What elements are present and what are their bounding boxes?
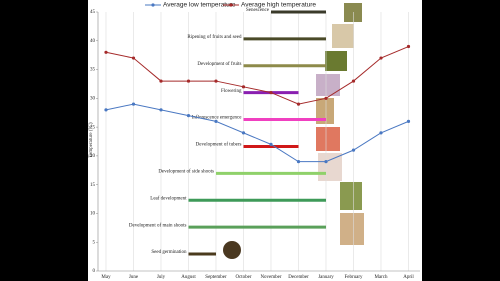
point	[131, 56, 136, 60]
stage-label: Senescence	[246, 8, 270, 13]
point	[159, 108, 163, 112]
x-tick-label: July	[157, 275, 166, 280]
point	[269, 90, 273, 95]
point	[324, 160, 328, 164]
point	[269, 142, 273, 146]
series-line	[105, 46, 409, 105]
y-tick-label: 20	[90, 154, 96, 159]
point	[241, 131, 246, 135]
x-tick-label: October	[235, 275, 251, 280]
point	[104, 108, 108, 112]
y-tick-label: 10	[90, 212, 96, 217]
y-tick-label: 0	[93, 269, 96, 274]
point	[324, 96, 328, 100]
point	[241, 85, 246, 89]
photo	[318, 153, 342, 181]
photo	[316, 98, 334, 124]
photo	[316, 74, 340, 96]
photo	[332, 24, 354, 48]
y-tick-label: 35	[90, 68, 96, 73]
x-tick-label: March	[374, 275, 388, 280]
point	[159, 79, 163, 83]
y-axis-label: Temperature (°C)	[89, 122, 94, 157]
stage-label: Inflorescence emergence	[192, 116, 243, 121]
stage-label: Development of tubers	[196, 143, 242, 148]
stage-label: Flowering	[221, 89, 242, 94]
point	[379, 56, 383, 60]
point	[296, 102, 301, 106]
stage-label: Seed germination	[151, 250, 187, 255]
photo	[316, 127, 340, 151]
y-tick-label: 15	[90, 183, 96, 188]
y-tick-label: 25	[90, 125, 96, 130]
point	[186, 114, 191, 118]
point	[214, 119, 218, 123]
point	[296, 160, 301, 164]
x-tick-label: August	[181, 275, 196, 280]
point	[406, 44, 411, 49]
stage-label: Development of side shoots	[158, 169, 214, 174]
x-tick-label: November	[260, 275, 281, 280]
stage-label: Leaf development	[150, 196, 187, 201]
y-tick-label: 45	[90, 10, 96, 15]
photo	[344, 3, 362, 22]
x-tick-label: June	[129, 275, 139, 280]
stage-label: Ripening of fruits and seed	[187, 35, 242, 40]
x-tick-label: December	[288, 275, 309, 280]
y-tick-label: 40	[90, 39, 96, 44]
legend-marker	[151, 3, 155, 7]
point	[379, 131, 383, 135]
point	[104, 50, 108, 54]
point	[406, 119, 411, 123]
series-line	[105, 103, 409, 163]
photo	[340, 182, 362, 210]
point	[131, 102, 136, 106]
stage-label: Development of main shoots	[129, 223, 187, 228]
point	[351, 79, 356, 83]
plot-background	[88, 0, 422, 281]
photo	[223, 241, 241, 259]
point	[186, 79, 191, 83]
y-tick-label: 5	[93, 240, 96, 245]
point	[351, 148, 356, 152]
photo	[340, 213, 364, 245]
x-tick-label: January	[318, 275, 334, 280]
photo	[325, 51, 347, 71]
point	[214, 79, 218, 83]
y-tick-label: 30	[90, 96, 96, 101]
x-tick-label: September	[205, 275, 227, 280]
legend-label: Average high temperature	[241, 2, 316, 9]
stage-label: Development of fruits	[197, 62, 241, 67]
legend-marker	[229, 3, 233, 7]
x-tick-label: May	[101, 275, 111, 280]
photos	[223, 3, 364, 259]
x-tick-label: February	[344, 275, 363, 280]
x-tick-label: April	[403, 275, 414, 280]
legend-label: Average low temperature	[163, 2, 236, 9]
